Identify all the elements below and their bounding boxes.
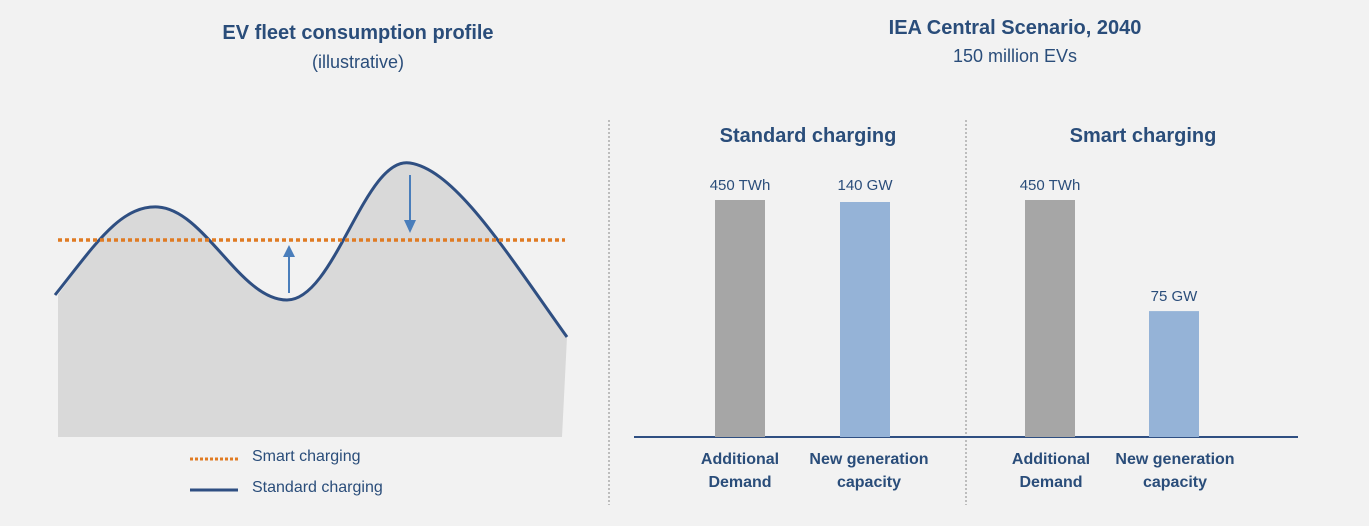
legend-standard-label: Standard charging	[252, 479, 383, 496]
demand-bar-1	[1025, 200, 1075, 437]
left-panel-subtitle: (illustrative)	[311, 52, 404, 72]
standard-charging-curve	[53, 161, 569, 338]
up-arrow-icon	[283, 245, 295, 293]
capacity-bar-0	[840, 202, 890, 437]
category-label: Additional Demand	[1011, 451, 1091, 491]
capacity-bar-1	[1149, 311, 1199, 437]
bar-value-label: 450 TWh	[1019, 177, 1081, 194]
category-label: New generation capacity	[809, 451, 929, 491]
smart-charging-title: Smart charging	[1069, 125, 1217, 147]
standard-charging-title: Standard charging	[719, 125, 897, 147]
category-label: New generation capacity	[1115, 451, 1235, 491]
down-arrow-icon	[404, 175, 416, 233]
bar-value-label: 140 GW	[837, 177, 893, 194]
consumption-area	[58, 162, 567, 438]
legend-smart-label: Smart charging	[252, 448, 361, 465]
left-panel-title: EV fleet consumption profile	[222, 22, 494, 44]
bar-value-label: 75 GW	[1150, 288, 1198, 305]
demand-bar-0	[715, 200, 765, 437]
category-label: Additional Demand	[700, 451, 780, 491]
bar-value-label: 450 TWh	[709, 177, 771, 194]
right-panel-title: IEA Central Scenario, 2040	[888, 17, 1142, 39]
right-panel-subtitle: 150 million EVs	[952, 46, 1078, 66]
